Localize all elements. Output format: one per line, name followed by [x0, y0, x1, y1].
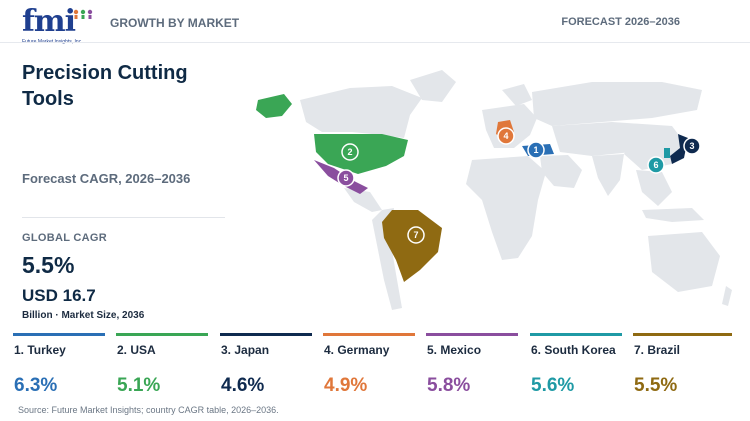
market-size-value: USD 16.7 — [22, 286, 96, 305]
card-brazil: 7. Brazil 5.5% — [633, 333, 737, 403]
marker-germany: 4 — [497, 127, 515, 145]
world-map: 1 2 3 4 5 6 7 — [256, 70, 732, 310]
card-accent-bar — [116, 333, 208, 336]
land-se-asia — [636, 170, 672, 206]
chart-title: Precision Cutting Tools — [22, 62, 188, 110]
marker-turkey-label: 1 — [533, 145, 538, 155]
marker-brazil: 7 — [407, 226, 425, 244]
land-india — [592, 154, 624, 196]
card-country-name: 3. Japan — [221, 343, 270, 357]
header-divider — [0, 42, 750, 43]
country-usa-alaska — [256, 94, 292, 118]
card-accent-bar — [426, 333, 518, 336]
logo-text: fmi — [22, 4, 76, 39]
card-country-name: 1. Turkey — [14, 343, 66, 357]
card-turkey: 1. Turkey 6.3% — [13, 333, 105, 403]
marker-south-korea-label: 6 — [653, 160, 658, 170]
card-country-name: 5. Mexico — [427, 343, 482, 357]
land-middle-east — [540, 155, 582, 188]
card-mexico: 5. Mexico 5.8% — [426, 333, 518, 403]
country-south-korea — [664, 148, 670, 158]
chart-subtitle: Forecast CAGR, 2026–2036 — [22, 171, 191, 186]
card-germany: 4. Germany 4.9% — [323, 333, 415, 403]
section-label: GROWTH BY MARKET — [110, 16, 240, 30]
land-greenland — [410, 70, 456, 102]
card-accent-bar — [13, 333, 105, 336]
card-country-name: 7. Brazil — [634, 343, 681, 357]
land-central-asia — [552, 122, 642, 156]
market-size-label: Billion · Market Size, 2036 — [22, 310, 145, 321]
card-cagr-value: 6.3% — [14, 375, 58, 396]
card-usa: 2. USA 5.1% — [116, 333, 208, 403]
country-usa — [314, 134, 408, 174]
card-cagr-value: 5.1% — [117, 375, 161, 396]
forecast-label: FORECAST 2026–2036 — [561, 16, 680, 28]
marker-mexico: 5 — [337, 169, 355, 187]
marker-usa-label: 2 — [347, 147, 352, 157]
card-accent-bar — [323, 333, 415, 336]
marker-germany-label: 4 — [503, 131, 508, 141]
land-indonesia — [642, 208, 704, 222]
card-cagr-value: 5.6% — [531, 375, 575, 396]
land-central-america — [344, 188, 382, 212]
card-country-name: 4. Germany — [324, 343, 390, 357]
country-japan — [670, 134, 688, 164]
card-cagr-value: 5.8% — [427, 375, 471, 396]
land-south-america-west — [372, 208, 402, 310]
card-accent-bar — [633, 333, 732, 336]
card-accent-bar — [530, 333, 622, 336]
marker-turkey: 1 — [527, 141, 545, 159]
marker-usa: 2 — [341, 143, 359, 161]
fmi-logo: fmi Future Market Insights, Inc. — [22, 6, 94, 46]
marker-japan: 3 — [683, 137, 701, 155]
global-cagr-label: GLOBAL CAGR — [22, 232, 107, 244]
country-cards: 1. Turkey 6.3% 2. USA 5.1% 3. Japan 4.6%… — [13, 333, 737, 403]
global-cagr-value: 5.5% — [22, 252, 75, 278]
card-cagr-value: 4.9% — [324, 375, 368, 396]
rank-markers: 1 2 3 4 5 6 7 — [337, 127, 701, 244]
marker-brazil-label: 7 — [413, 230, 418, 240]
marker-mexico-label: 5 — [343, 173, 348, 183]
source-note: Source: Future Market Insights; country … — [18, 405, 279, 415]
marker-south-korea: 6 — [647, 156, 665, 174]
land-scandinavia — [502, 84, 532, 106]
logo-figures-icon — [73, 9, 93, 19]
card-south-korea: 6. South Korea 5.6% — [530, 333, 622, 403]
card-cagr-value: 4.6% — [221, 375, 265, 396]
card-country-name: 6. South Korea — [531, 343, 616, 357]
land-australia — [648, 232, 720, 292]
card-japan: 3. Japan 4.6% — [220, 333, 312, 403]
country-brazil — [382, 210, 442, 282]
land-africa — [466, 156, 546, 260]
card-accent-bar — [220, 333, 312, 336]
marker-japan-label: 3 — [689, 141, 694, 151]
land-russia — [532, 82, 702, 126]
card-country-name: 2. USA — [117, 343, 156, 357]
panel-divider — [22, 217, 225, 218]
land-canada — [300, 86, 422, 138]
card-cagr-value: 5.5% — [634, 375, 678, 396]
land-new-zealand — [722, 286, 732, 306]
